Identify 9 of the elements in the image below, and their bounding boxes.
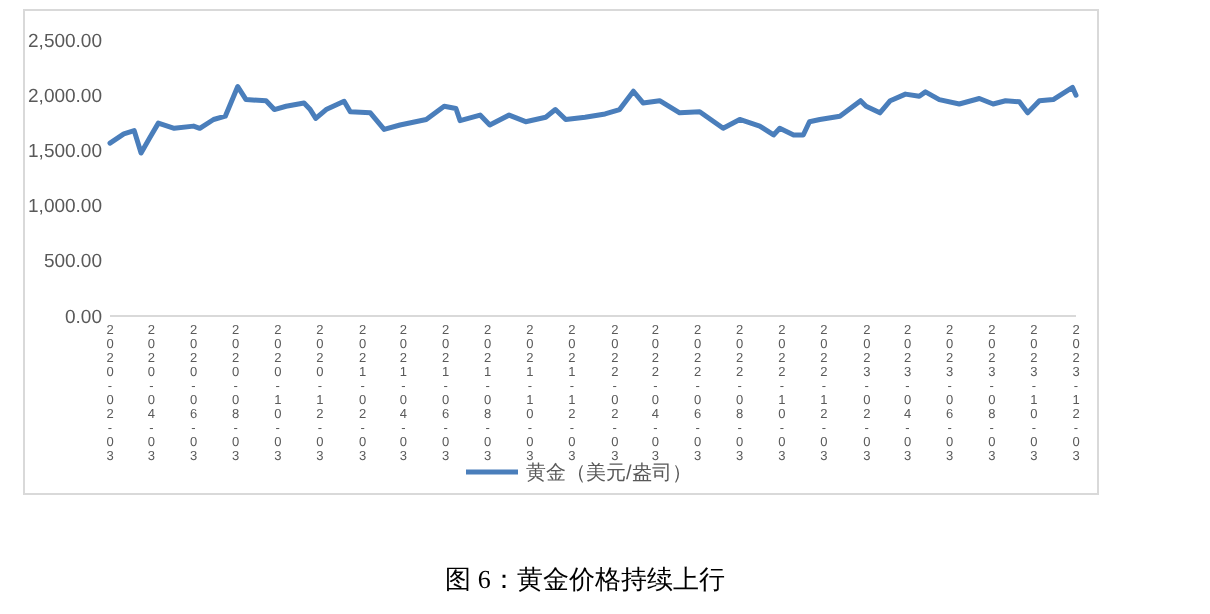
- caption: 图 6：黄金价格持续上行: [445, 564, 725, 594]
- y-tick-label: 2,500.00: [28, 30, 102, 53]
- y-tick-label: 1,000.00: [28, 196, 102, 219]
- line-series: [107, 84, 1079, 156]
- y-tick-label: 500.00: [43, 251, 102, 274]
- legend-label: 黄金（美元/盎司）: [526, 461, 692, 485]
- y-tick-label: 1,500.00: [28, 141, 102, 164]
- y-tick-label: 0.00: [65, 306, 102, 329]
- y-tick-label: 2,000.00: [28, 85, 102, 108]
